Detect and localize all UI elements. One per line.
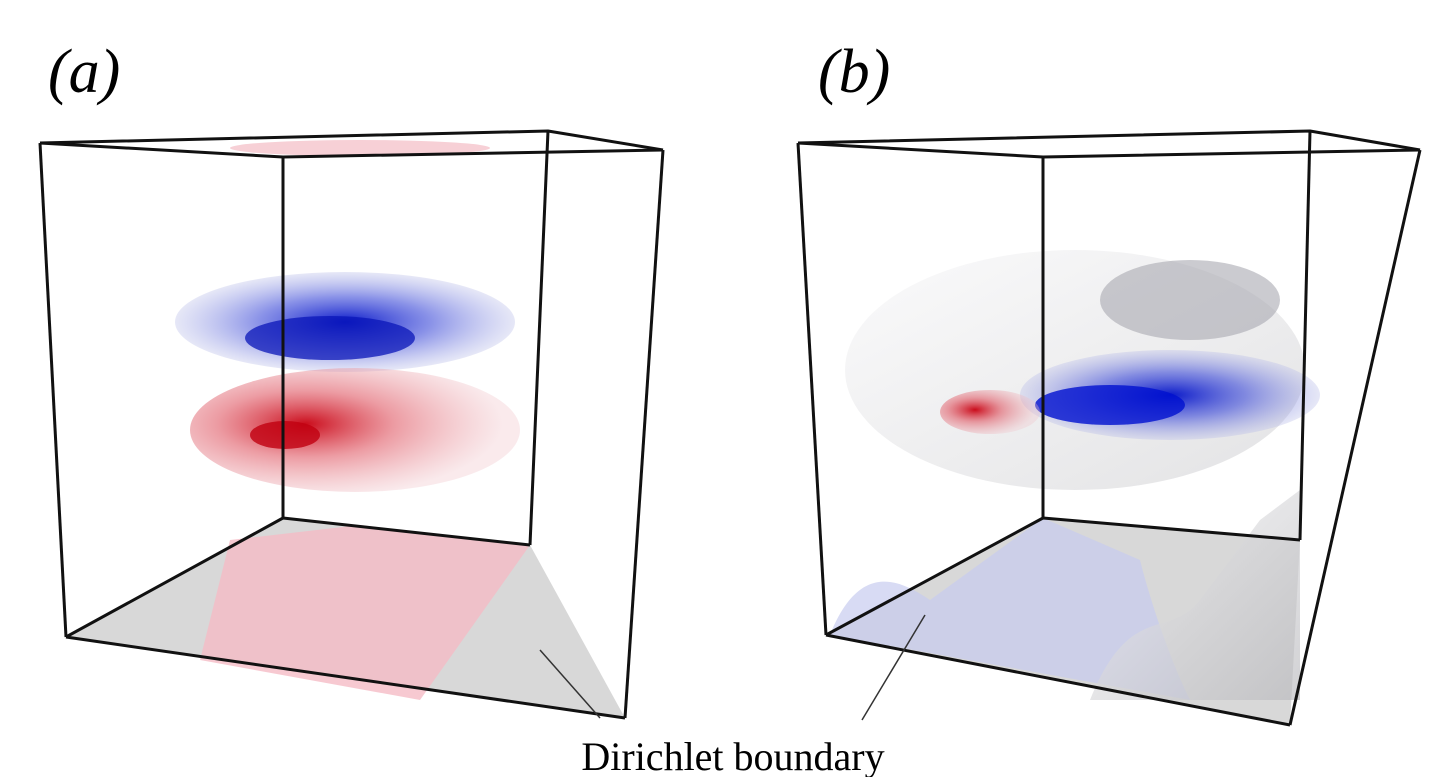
gray-lobe (1100, 260, 1280, 340)
box-edge (798, 143, 1420, 157)
figure: (a) (b) Dirichlet boundary (0, 0, 1439, 777)
panel-b (798, 131, 1420, 725)
panel-label: (a) (48, 38, 120, 106)
box-edge (798, 143, 826, 635)
box-edge (1300, 131, 1310, 540)
red-lobe (940, 390, 1040, 434)
blue-core (1035, 385, 1185, 425)
red-core (250, 421, 320, 449)
panel-a (40, 131, 663, 718)
panel-label: (b) (818, 38, 890, 106)
box-edge (625, 150, 663, 718)
box-edge (1290, 150, 1420, 725)
annotation: Dirichlet boundary (581, 734, 884, 777)
box-edge (530, 131, 548, 545)
red-lobe (190, 368, 520, 492)
blue-core (245, 316, 415, 360)
box-edge (40, 143, 66, 637)
